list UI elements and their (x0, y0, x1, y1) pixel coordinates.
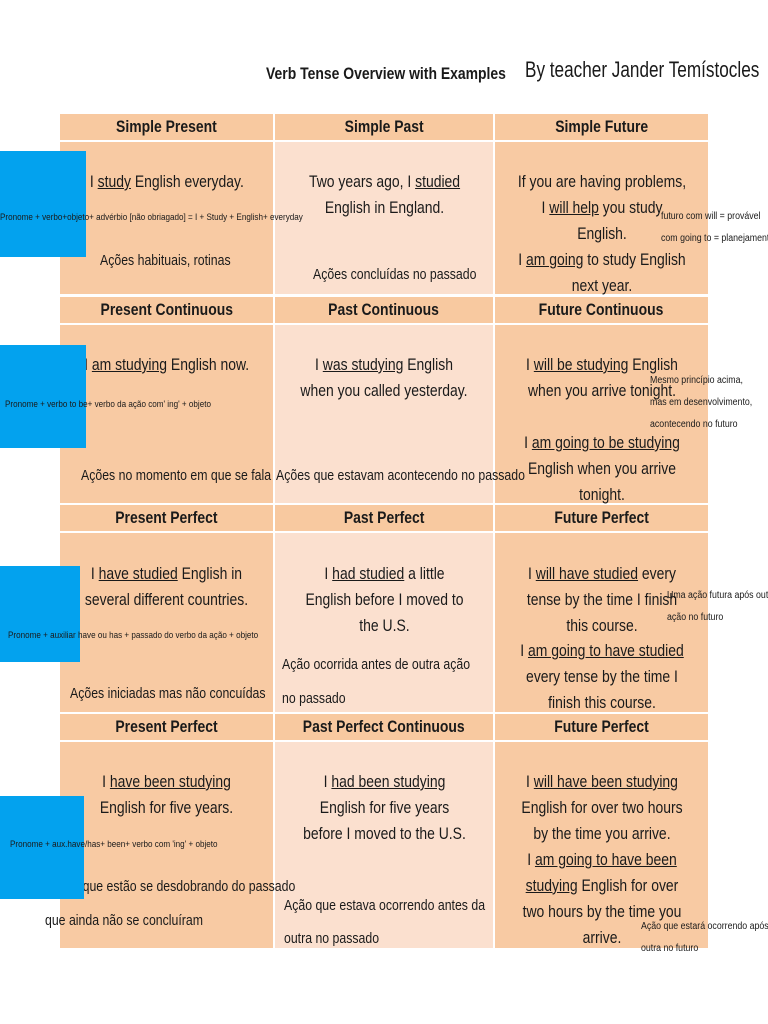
example-future-perfect-continuous-will: I will have been studying English for ov… (521, 772, 683, 843)
example-past-perfect: I had studied a little English before I … (305, 564, 464, 635)
example-present-perfect: I have studied English in several differ… (84, 564, 249, 609)
example-past-continuous: I was studying English when you called y… (300, 355, 468, 400)
example-simple-future-will: If you are having problems, I will help … (517, 172, 687, 243)
note-future-continuous-1: Mesmo princípio acima, (650, 375, 743, 386)
note-future-perfect-2: ação no futuro (667, 612, 724, 623)
formula-perfect: Pronome + auxiliar have ou has + passado… (8, 630, 259, 640)
note-present-perfect: Ações iniciadas mas não concuídas (70, 685, 266, 702)
header-future-perfect: Future Perfect (495, 505, 708, 531)
note-future-perfect-1: Uma ação futura após outra (667, 590, 768, 601)
note-simple-future-going: com going to = planejamento (661, 233, 768, 244)
note-future-perfect-continuous-1: Ação que estará ocorrendo após a (641, 921, 768, 932)
note-present-perfect-continuous-2: que ainda não se concluíram (45, 912, 203, 929)
example-simple-present: I study English everyday. (89, 172, 244, 191)
cell-future-perfect (495, 533, 708, 712)
cell-present-perfect-continuous (60, 742, 273, 948)
note-present-perfect-continuous-1: Ações que estão se desdobrando do passad… (45, 878, 296, 895)
cell-past-perfect (275, 533, 493, 712)
example-future-perfect-continuous-going: I am going to have been studying English… (522, 850, 682, 947)
formula-perfect-continuous: Pronome + aux.have/has+ been+ verbo com … (10, 839, 218, 849)
cell-present-continuous (60, 325, 273, 503)
note-simple-past: Ações concluídas no passado (313, 266, 477, 283)
note-past-perfect-continuous-2: outra no passado (284, 930, 380, 947)
cell-future-perfect-continuous (495, 742, 708, 948)
note-past-perfect-continuous-1: Ação que estava ocorrendo antes da (284, 897, 486, 914)
formula-continuous: Pronome + verbo to be+ verbo da ação com… (5, 399, 211, 409)
example-future-perfect-going: I am going to have studied every tense b… (520, 641, 684, 712)
note-future-continuous-3: acontecendo no futuro (650, 419, 738, 430)
header-simple-past: Simple Past (275, 114, 493, 140)
note-present-continuous: Ações no momento em que se fala (81, 467, 272, 484)
page-title: Verb Tense Overview with Examples (266, 64, 506, 83)
note-past-perfect-1: Ação ocorrida antes de outra ação (282, 656, 471, 673)
formula-simple: Pronome + verbo+objeto+ advérbio [não ob… (0, 212, 303, 222)
note-future-continuous-2: mas em desenvolvimento, (650, 397, 753, 408)
example-future-perfect-will: I will have studied every tense by the t… (526, 564, 678, 635)
example-simple-past: Two years ago, I studied English in Engl… (308, 172, 461, 217)
formula-box-continuous (0, 345, 86, 448)
cell-simple-past (275, 142, 493, 294)
example-future-continuous-going: I am going to be studying English when y… (524, 433, 680, 504)
header-past-perfect-continuous: Past Perfect Continuous (275, 714, 493, 740)
cell-past-perfect-continuous (275, 742, 493, 948)
example-simple-future-going: I am going to study English next year. (518, 250, 686, 295)
formula-box-simple (0, 151, 86, 257)
formula-box-perfect (0, 566, 80, 662)
header-past-perfect: Past Perfect (275, 505, 493, 531)
author-credit: By teacher Jander Temístocles (525, 57, 760, 82)
example-future-continuous-will: I will be studying English when you arri… (526, 355, 678, 400)
header-future-continuous: Future Continuous (495, 297, 708, 323)
header-simple-present: Simple Present (60, 114, 273, 140)
header-present-perfect: Present Perfect (60, 505, 273, 531)
header-past-continuous: Past Continuous (275, 297, 493, 323)
header-simple-future: Simple Future (495, 114, 708, 140)
cell-future-continuous (495, 325, 708, 503)
formula-box-perfect-continuous (0, 796, 84, 899)
cell-past-continuous (275, 325, 493, 503)
note-simple-future-will: futuro com will = provável (661, 211, 761, 222)
note-simple-present: Ações habituais, rotinas (100, 252, 231, 269)
header-present-continuous: Present Continuous (60, 297, 273, 323)
cell-simple-present (60, 142, 273, 294)
cell-simple-future (495, 142, 708, 294)
header-present-perfect-continuous: Present Perfect Continuous (60, 714, 273, 762)
note-past-continuous: Ações que estavam acontecendo no passado (276, 467, 525, 484)
note-future-perfect-continuous-2: outra no futuro (641, 943, 699, 954)
note-past-perfect-2: no passado (282, 690, 346, 707)
cell-present-perfect (60, 533, 273, 712)
example-past-perfect-continuous: I had been studying English for five yea… (303, 772, 466, 843)
example-present-perfect-continuous: I have been studying English for five ye… (99, 772, 234, 817)
example-present-continuous: I am studying English now. (83, 355, 250, 374)
header-future-perfect-continuous: Future Perfect Continuous (495, 714, 708, 762)
